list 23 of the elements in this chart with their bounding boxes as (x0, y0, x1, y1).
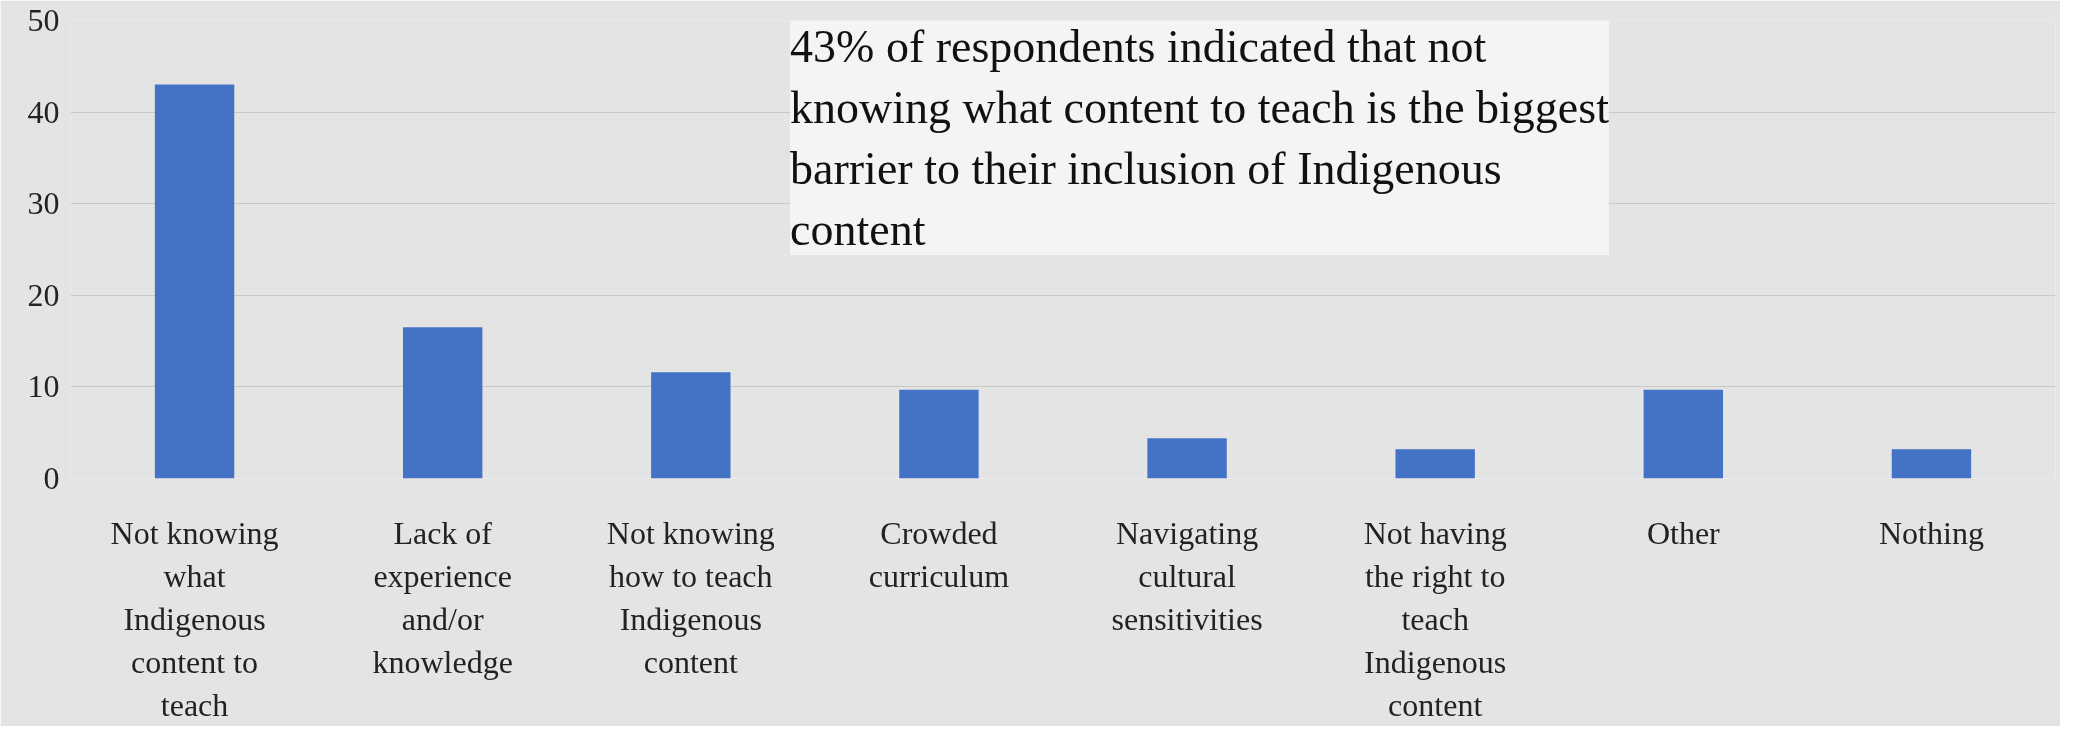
bar (1395, 449, 1475, 479)
bar (1891, 449, 1972, 479)
x-tick-label: Not having the right to teach Indigenous content (1363, 514, 1507, 724)
x-tick-label: Nothing (1878, 514, 1984, 551)
y-tick-label: 30 (27, 185, 60, 222)
y-tick-label: 40 (27, 93, 60, 130)
x-tick-label: Not knowing how to teach Indigenous content (606, 514, 775, 681)
y-tick-label: 10 (27, 368, 60, 405)
bar (1147, 438, 1227, 479)
x-tick-label: Crowded curriculum (868, 514, 1010, 594)
y-tick-label: 20 (27, 276, 60, 313)
bar (651, 372, 731, 479)
bar (154, 84, 235, 479)
bar (899, 389, 979, 479)
x-tick-label: Lack of experience and/or knowledge (372, 514, 513, 681)
x-tick-label: Navigating cultural sensitivities (1111, 514, 1263, 637)
y-tick-label: 50 (27, 2, 60, 38)
bar (1643, 389, 1724, 479)
x-tick-label: Other (1646, 514, 1721, 551)
y-tick-label: 0 (43, 460, 60, 496)
x-tick-label: Not knowing what Indigenous content to teach (110, 514, 279, 724)
annotation: 43% of respondents indicated that not knowing what content to teach is the biggest barrier to their inclusion of Indigenous content (790, 20, 1610, 256)
bar (402, 327, 483, 479)
